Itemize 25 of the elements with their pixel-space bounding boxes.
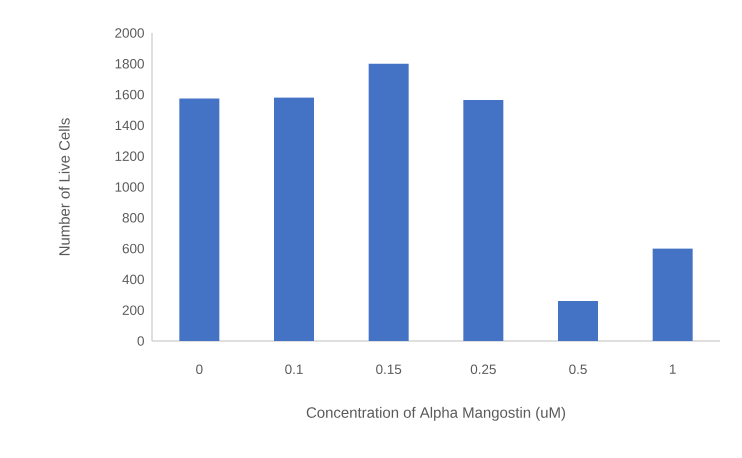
x-tick-label: 1 bbox=[670, 364, 676, 374]
bar bbox=[179, 98, 220, 341]
x-tick-label: 0.15 bbox=[376, 364, 402, 374]
x-tick-label: 0.1 bbox=[285, 364, 303, 374]
y-tick-label: 600 bbox=[122, 244, 144, 254]
y-tick-label: 1400 bbox=[116, 120, 144, 130]
y-tick-label: 1000 bbox=[116, 182, 144, 192]
y-axis-title: Number of Live Cells bbox=[58, 118, 70, 256]
y-tick-label: 200 bbox=[122, 305, 144, 315]
bar bbox=[274, 98, 314, 341]
bar bbox=[652, 248, 693, 341]
x-tick-label: 0.5 bbox=[569, 364, 587, 374]
y-tick-label: 400 bbox=[122, 274, 144, 284]
x-tick-label: 0 bbox=[196, 364, 203, 374]
y-tick-label: 1600 bbox=[116, 90, 144, 100]
y-tick-label: 0 bbox=[138, 336, 144, 346]
bar bbox=[463, 100, 504, 341]
y-tick-label: 1800 bbox=[116, 59, 144, 69]
y-tick-label: 800 bbox=[122, 213, 144, 223]
y-tick-label: 1200 bbox=[116, 151, 144, 161]
bar bbox=[368, 64, 409, 341]
y-tick-label: 2000 bbox=[115, 28, 144, 38]
bar bbox=[558, 300, 598, 341]
x-tick-label: 0.25 bbox=[470, 364, 496, 374]
x-axis-title: Concentration of Alpha Mangostin (uM) bbox=[306, 406, 566, 421]
